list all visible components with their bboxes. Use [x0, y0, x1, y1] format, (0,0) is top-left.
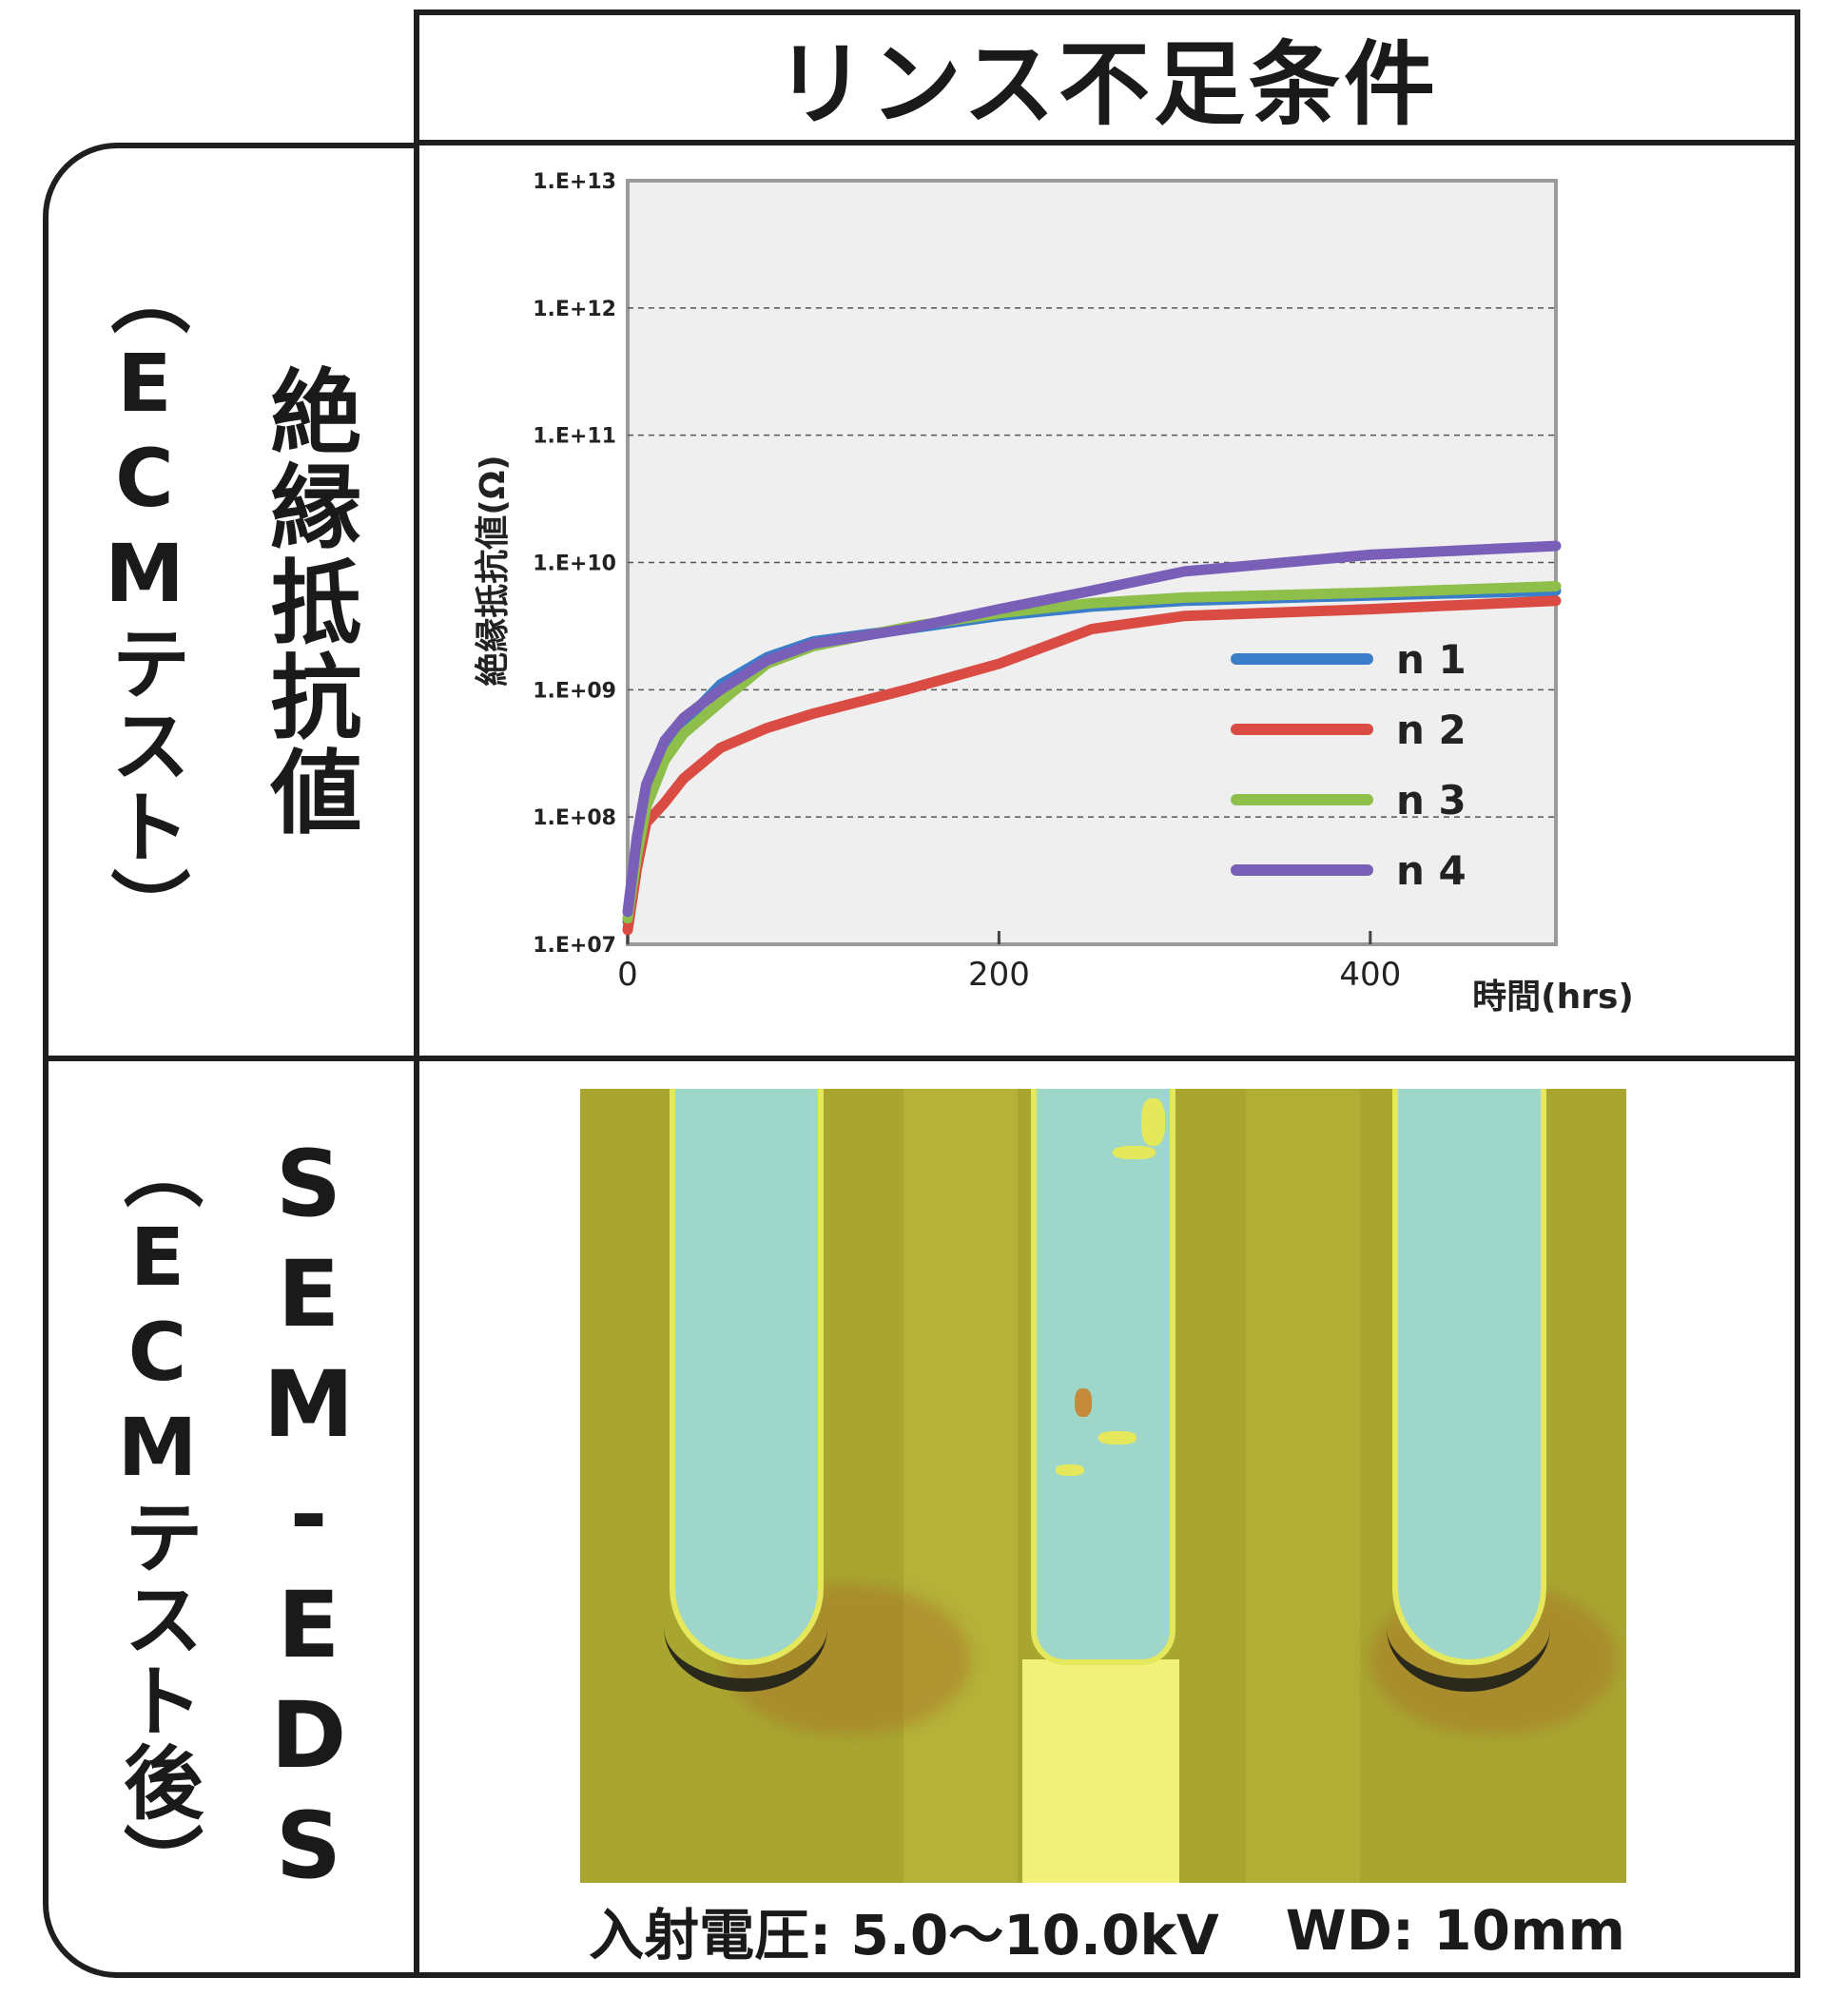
row-divider	[43, 1056, 1800, 1061]
y-tick-labels: 1.E+07 1.E+08 1.E+09 1.E+10 1.E+11 1.E+12 1.E+…	[533, 170, 616, 958]
table-bottom-border	[114, 1972, 1800, 1978]
x-tick-label: 0	[617, 956, 638, 994]
x-axis-title: 時間(hrs)	[1472, 978, 1634, 1017]
x-tick-labels: 0 200 400	[617, 956, 1401, 994]
electrode-center	[1037, 1089, 1170, 1659]
header-top-border	[414, 10, 1800, 15]
y-axis-title: 絶縁抵抗値(Ω)	[473, 455, 513, 687]
legend: n 1 n 2 n 3 n 4	[1231, 636, 1467, 894]
x-tick-label: 200	[968, 956, 1030, 994]
y-tick-label: 1.E+08	[533, 806, 616, 830]
incident-voltage: 入射電圧: 5.0～10.0kV	[589, 1903, 1219, 1968]
row-sub-label: （ECMテスト後）	[110, 1129, 204, 1905]
legend-label: n 2	[1396, 707, 1467, 753]
x-tick-label: 400	[1339, 956, 1401, 994]
legend-label: n 3	[1396, 777, 1467, 824]
series-line	[622, 595, 1562, 936]
sem-eds-image	[580, 1089, 1626, 1883]
residue-spot	[1113, 1146, 1156, 1159]
column-divider	[414, 10, 419, 1978]
y-tick-label: 1.E+10	[533, 552, 616, 576]
substrate-stripe	[1246, 1089, 1360, 1883]
column-header-title: リンス不足条件	[774, 30, 1440, 138]
electrode-shadow	[664, 1564, 827, 1692]
y-tick-label: 1.E+12	[533, 298, 616, 321]
sem-caption: 入射電圧: 5.0～10.0kV WD: 10mm	[417, 1892, 1797, 1968]
insulation-resistance-chart: 1.E+07 1.E+08 1.E+09 1.E+10 1.E+11 1.E+12 1.E+…	[473, 170, 1634, 1017]
gridlines	[626, 307, 1556, 944]
series-line	[622, 540, 1562, 918]
substrate-stripe	[903, 1089, 1018, 1883]
row-label-insulation-resistance: （ECMテスト） 絶縁抵抗値	[49, 148, 414, 1056]
header-bottom-border	[414, 140, 1800, 145]
y-tick-label: 1.E+13	[533, 170, 616, 194]
row-main-label: 絶縁抵抗値	[255, 364, 361, 840]
electrode-shadow	[1387, 1564, 1550, 1692]
y-tick-label: 1.E+11	[533, 425, 616, 449]
residue-spot	[1075, 1388, 1092, 1417]
residue-spot	[1141, 1098, 1165, 1146]
legend-label: n 4	[1396, 847, 1467, 894]
right-border	[1795, 10, 1800, 1978]
residue-spot	[1098, 1431, 1136, 1444]
row-label-sem-eds: （ECMテスト後） SEM-EDS	[49, 1061, 414, 1972]
residue-spot	[1056, 1464, 1084, 1476]
y-tick-label: 1.E+07	[533, 934, 616, 958]
row-main-label: SEM-EDS	[255, 1131, 362, 1903]
row-sub-label: （ECMテスト）	[98, 255, 191, 949]
legend-label: n 1	[1396, 636, 1467, 683]
working-distance: WD: 10mm	[1285, 1898, 1625, 1963]
series-lines	[622, 540, 1562, 936]
bright-gap-region	[1022, 1659, 1179, 1883]
y-tick-label: 1.E+09	[533, 679, 616, 703]
